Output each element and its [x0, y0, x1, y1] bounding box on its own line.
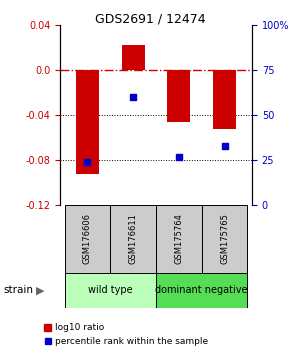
- Text: GSM176611: GSM176611: [129, 213, 138, 264]
- Text: strain: strain: [3, 285, 33, 295]
- Point: [131, 94, 136, 100]
- Bar: [64, 273, 156, 308]
- Bar: [202, 205, 248, 273]
- Text: dominant negative: dominant negative: [155, 285, 248, 295]
- Bar: [167, 70, 190, 122]
- Bar: [213, 70, 236, 129]
- Legend: log10 ratio, percentile rank within the sample: log10 ratio, percentile rank within the …: [40, 320, 212, 349]
- Text: GDS2691 / 12474: GDS2691 / 12474: [95, 12, 205, 25]
- Text: ▶: ▶: [36, 285, 45, 295]
- Point: [85, 159, 90, 165]
- Bar: [156, 205, 202, 273]
- Text: GSM176606: GSM176606: [83, 213, 92, 264]
- Bar: [122, 45, 145, 70]
- Point: [176, 154, 181, 159]
- Point: [222, 143, 227, 149]
- Text: GSM175764: GSM175764: [174, 213, 183, 264]
- Bar: [76, 70, 99, 174]
- Text: wild type: wild type: [88, 285, 133, 295]
- Bar: [64, 205, 110, 273]
- Text: GSM175765: GSM175765: [220, 213, 229, 264]
- Bar: [110, 205, 156, 273]
- Bar: [156, 273, 248, 308]
